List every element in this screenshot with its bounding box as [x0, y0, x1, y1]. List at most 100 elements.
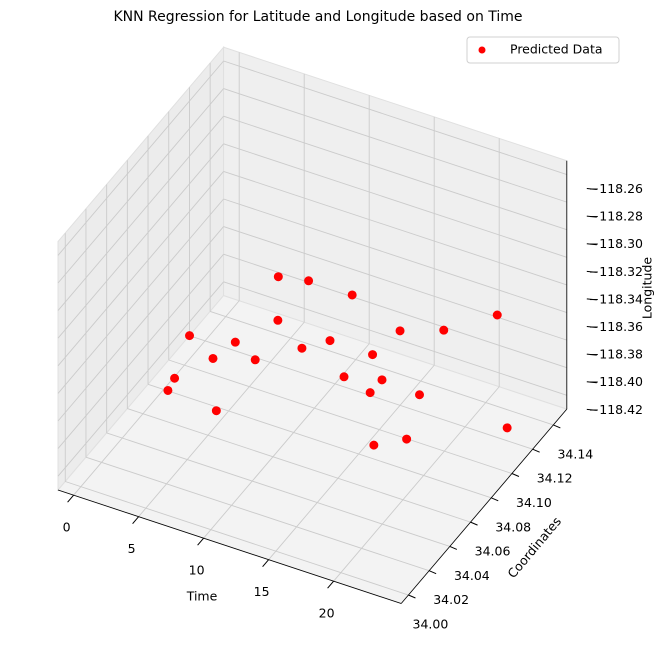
data-point — [492, 310, 502, 320]
grid-line — [57, 60, 224, 256]
data-point — [273, 315, 283, 325]
grid-line — [223, 226, 567, 341]
data-point — [185, 331, 195, 341]
data-point — [415, 390, 425, 400]
data-point — [208, 353, 218, 363]
y-tick — [470, 521, 478, 526]
grid-line — [57, 253, 224, 449]
z-tick — [586, 298, 597, 301]
y-axis-line — [400, 408, 568, 604]
x-tick-label: 20 — [319, 606, 335, 621]
y-tick-label: 34.08 — [495, 519, 531, 534]
y-tick — [553, 424, 561, 429]
grid-line — [57, 198, 224, 394]
grid-line — [106, 432, 450, 547]
y-tick — [511, 473, 520, 477]
data-point — [297, 343, 307, 353]
grid-line — [333, 386, 500, 582]
data-point — [402, 434, 412, 444]
x-tick — [327, 580, 334, 589]
data-point — [273, 272, 283, 282]
x-tick-label: 15 — [254, 584, 270, 599]
z-tick — [586, 381, 597, 384]
y-tick — [428, 570, 437, 575]
z-tick — [586, 188, 597, 191]
grid-line — [57, 88, 224, 284]
data-point — [502, 423, 512, 433]
data-point — [230, 337, 240, 347]
x-tick-label: 10 — [189, 563, 205, 578]
z-tick — [586, 270, 597, 273]
z-tick-label: −118.28 — [589, 209, 643, 224]
z-tick — [586, 353, 597, 356]
grid-line — [168, 359, 513, 474]
z-tick — [586, 215, 597, 218]
z-tick-label: −118.38 — [589, 347, 643, 362]
x-tick — [132, 516, 139, 524]
data-point — [368, 350, 378, 360]
grid-line — [223, 115, 567, 231]
x-tick — [197, 537, 204, 546]
data-point — [369, 440, 379, 450]
data-point — [170, 373, 180, 383]
data-point — [339, 372, 349, 382]
y-tick-label: 34.06 — [475, 544, 511, 559]
grid-line — [138, 321, 305, 517]
data-point — [250, 355, 260, 365]
y-tick — [449, 545, 458, 550]
x-axis-label: Time — [186, 589, 218, 604]
grid-line — [223, 88, 567, 203]
grid-line — [57, 281, 224, 477]
grid-line — [223, 281, 567, 396]
grid-line — [210, 310, 554, 426]
data-point — [377, 375, 387, 385]
x-tick — [67, 494, 74, 503]
grid-line — [268, 364, 435, 560]
z-tick-label: −118.26 — [589, 181, 643, 196]
y-tick — [491, 497, 499, 502]
z-tick-label: −118.42 — [589, 402, 643, 417]
grid-line — [57, 143, 224, 339]
grid-line — [85, 456, 430, 572]
y-tick — [408, 594, 416, 599]
grid-line — [57, 226, 224, 422]
y-tick-label: 34.10 — [516, 495, 552, 510]
grid-line — [127, 408, 471, 523]
grid-line — [223, 143, 567, 258]
data-point — [304, 276, 314, 286]
z-tick — [586, 408, 597, 411]
x-tick — [262, 559, 269, 567]
legend-box — [466, 36, 620, 64]
z-tick — [586, 243, 597, 246]
legend-label: Predicted Data — [510, 42, 603, 57]
x-tick-label: 5 — [128, 541, 136, 556]
data-point — [439, 325, 449, 335]
grid-line — [73, 300, 240, 496]
x-axis-line — [57, 489, 402, 604]
y-tick-label: 34.14 — [557, 446, 593, 461]
data-point — [163, 385, 173, 395]
grid-line — [223, 170, 567, 286]
y-tick — [532, 448, 540, 453]
y-tick-label: 34.02 — [433, 592, 469, 607]
grid-line — [65, 481, 409, 596]
y-tick-label: 34.04 — [454, 568, 490, 583]
grid-line — [223, 60, 567, 175]
z-axis-label: Longitude — [640, 257, 655, 319]
grid-line — [147, 383, 492, 499]
z-tick — [586, 326, 597, 329]
data-point — [347, 290, 357, 300]
data-point — [365, 388, 375, 398]
grid-line — [223, 198, 567, 313]
legend-marker — [478, 46, 486, 54]
chart-title: KNN Regression for Latitude and Longitud… — [113, 9, 522, 25]
y-tick-label: 34.00 — [413, 617, 449, 632]
z-tick-label: −118.30 — [589, 236, 643, 251]
grid-line — [57, 171, 224, 367]
z-tick-label: −118.34 — [589, 291, 643, 306]
z-tick-label: −118.36 — [589, 319, 643, 334]
z-tick-label: −118.40 — [589, 374, 643, 389]
data-point — [395, 326, 405, 336]
grid-line — [57, 115, 224, 311]
